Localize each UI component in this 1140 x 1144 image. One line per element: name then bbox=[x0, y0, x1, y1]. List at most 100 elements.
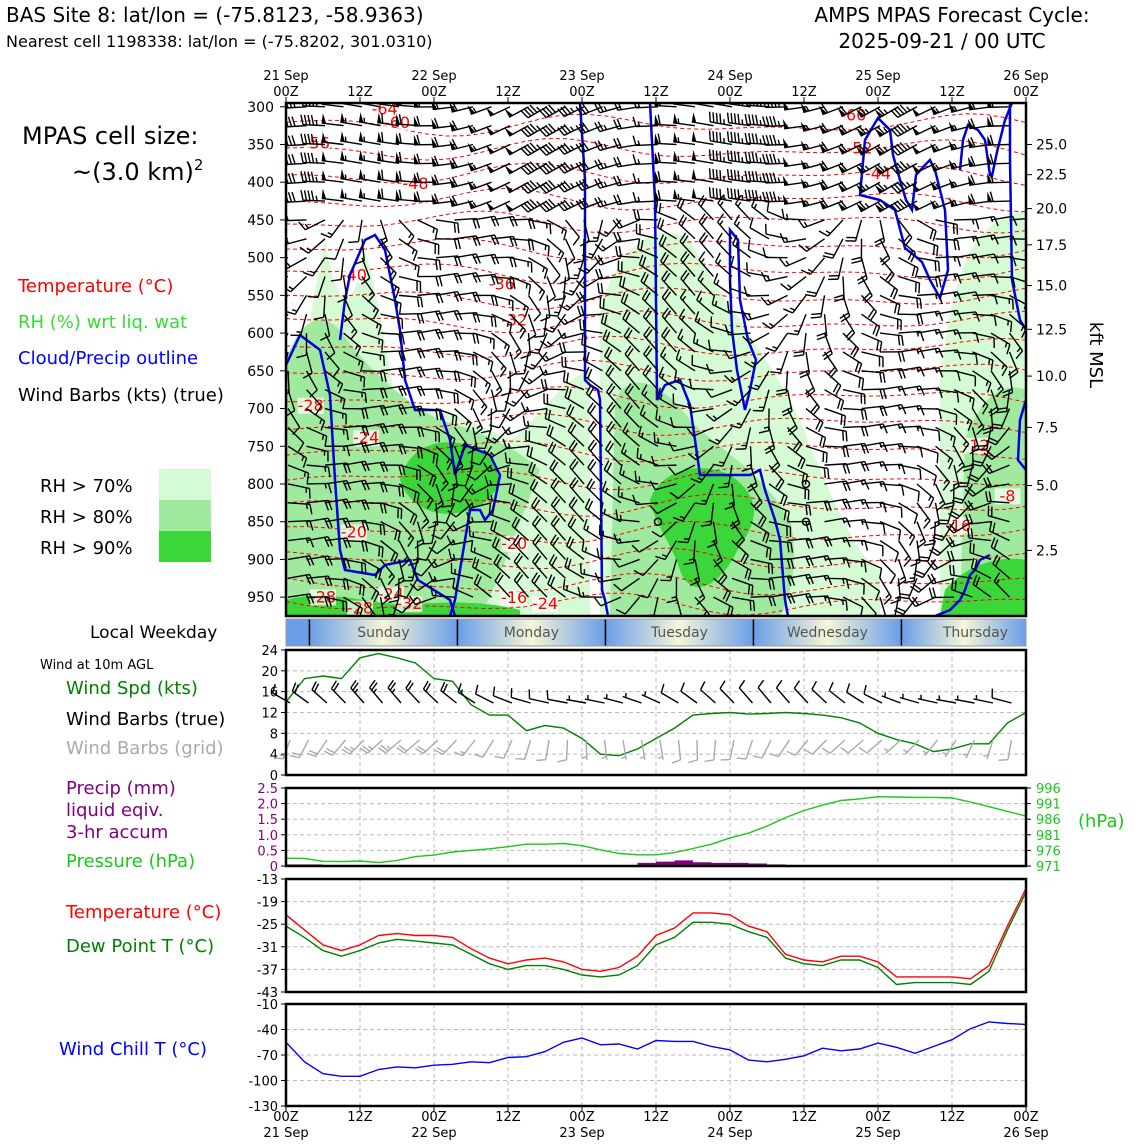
cell-size-line1: MPAS cell size: bbox=[22, 122, 198, 150]
barb-shaft bbox=[714, 740, 716, 760]
barb-shaft bbox=[1010, 239, 1032, 240]
sfc-barb-grid bbox=[753, 740, 771, 758]
barb-full bbox=[681, 683, 685, 692]
barb-shaft bbox=[864, 694, 882, 703]
pressure-tick-label: 950 bbox=[247, 590, 274, 606]
sfc-barb-true bbox=[829, 682, 845, 703]
barb-full bbox=[379, 546, 380, 556]
y-tick-label: -13 bbox=[257, 873, 278, 888]
sfc-barb-grid bbox=[721, 740, 734, 760]
sfc-barb-grid bbox=[841, 740, 864, 753]
sfc-barb-true bbox=[547, 690, 567, 703]
barb-full bbox=[720, 132, 721, 142]
sfc-barb-grid bbox=[378, 740, 401, 753]
sfc-barb-grid bbox=[688, 740, 697, 762]
barb-full bbox=[811, 317, 821, 318]
barb-full bbox=[364, 377, 365, 387]
barb-full bbox=[493, 687, 494, 696]
barb-half bbox=[689, 559, 694, 560]
cell-size-line2: ~(3.0 km)2 bbox=[72, 156, 203, 186]
top-day-label: 23 Sep bbox=[559, 69, 604, 84]
height-tick-label: 2.5 bbox=[1036, 543, 1058, 559]
sfc-barb-true bbox=[441, 682, 457, 703]
barb-half bbox=[305, 472, 306, 477]
wind-barbs-true-label: Wind Barbs (true) bbox=[66, 709, 225, 730]
height-tick-label: 17.5 bbox=[1036, 238, 1067, 254]
barb-full bbox=[710, 187, 711, 197]
barb-half bbox=[355, 689, 358, 693]
barb-half bbox=[658, 757, 662, 759]
barb-full bbox=[362, 563, 363, 573]
top-day-label: 26 Sep bbox=[1003, 69, 1048, 84]
barb-full bbox=[661, 684, 664, 693]
height-axis: 25.022.520.017.515.012.510.07.55.02.5 bbox=[1026, 137, 1067, 559]
temp-label: Temperature (°C) bbox=[65, 902, 221, 923]
barb-full bbox=[717, 188, 718, 198]
barb-full bbox=[281, 193, 284, 203]
sfc-barb-grid bbox=[602, 740, 607, 760]
sfc-barb-true bbox=[493, 687, 512, 703]
y-tick-label: 20 bbox=[261, 665, 278, 680]
bottom-hour-label: 00Z bbox=[273, 1110, 299, 1125]
barb-full bbox=[713, 131, 714, 141]
barb-half bbox=[678, 175, 679, 180]
barb-half bbox=[456, 585, 457, 590]
sfc-barb-grid bbox=[640, 740, 645, 760]
barb-half bbox=[374, 689, 377, 693]
height-tick-label: 7.5 bbox=[1036, 420, 1058, 436]
barb-shaft bbox=[525, 740, 531, 759]
barb-full bbox=[583, 320, 584, 330]
pressure-label: Pressure (hPa) bbox=[66, 851, 195, 872]
barb-full bbox=[495, 757, 504, 759]
pressure-tick-label: 986 bbox=[1036, 813, 1061, 828]
bottom-hour-label: 00Z bbox=[865, 1110, 891, 1125]
sfc-barb-grid bbox=[804, 740, 826, 754]
barb-shaft bbox=[491, 409, 492, 431]
site-title: BAS Site 8: lat/lon = (-75.8123, -58.936… bbox=[6, 3, 424, 27]
barb-half bbox=[545, 245, 546, 250]
barb-shaft bbox=[746, 740, 753, 759]
barb-half bbox=[787, 214, 788, 219]
barb-full bbox=[280, 236, 285, 245]
pressure-tick-label: 300 bbox=[247, 100, 274, 116]
barb-half bbox=[621, 757, 625, 759]
wind-barbs-grid-label: Wind Barbs (grid) bbox=[66, 738, 224, 759]
legend-rh: RH (%) wrt liq. wat bbox=[18, 312, 187, 333]
sfc-barb-grid bbox=[621, 740, 626, 760]
y-tick-label: -19 bbox=[257, 896, 278, 911]
sfc-barb-grid bbox=[515, 740, 530, 759]
sfc-barb-true bbox=[955, 695, 975, 703]
barb-full bbox=[710, 93, 711, 103]
barb-half bbox=[325, 467, 326, 472]
barb-full bbox=[713, 150, 714, 160]
barb-full bbox=[752, 586, 753, 596]
sfc-barb-grid bbox=[557, 740, 567, 762]
barb-shaft bbox=[1008, 740, 1012, 760]
barb-full bbox=[1031, 239, 1033, 249]
barb-half bbox=[659, 416, 660, 421]
sfc-barb-grid bbox=[324, 740, 345, 755]
barb-half bbox=[678, 118, 679, 123]
barb-full bbox=[380, 525, 381, 535]
barb-full bbox=[600, 297, 601, 307]
y-tick-label: 0.5 bbox=[257, 844, 278, 859]
barb-half bbox=[387, 746, 391, 749]
barb-full bbox=[844, 416, 845, 426]
sfc-barb-true bbox=[936, 695, 956, 703]
barb-shaft bbox=[847, 692, 864, 703]
bottom-hour-label: 12Z bbox=[939, 1110, 965, 1125]
legend-rh80: RH > 80% bbox=[40, 507, 133, 528]
bottom-hour-label: 00Z bbox=[569, 1110, 595, 1125]
barb-half bbox=[567, 585, 568, 590]
height-axis-label: kft MSL bbox=[1085, 322, 1106, 388]
barb-full bbox=[365, 563, 366, 573]
barb-full bbox=[1013, 299, 1014, 309]
contour-label: -24 bbox=[532, 594, 558, 613]
barb-shaft bbox=[567, 740, 568, 760]
barb-full bbox=[730, 278, 731, 288]
sfc-barb-grid bbox=[999, 740, 1012, 760]
barb-full bbox=[952, 580, 953, 590]
sfc-barb-true bbox=[918, 695, 938, 703]
precip-label-2: liquid eqiv. bbox=[66, 800, 163, 821]
